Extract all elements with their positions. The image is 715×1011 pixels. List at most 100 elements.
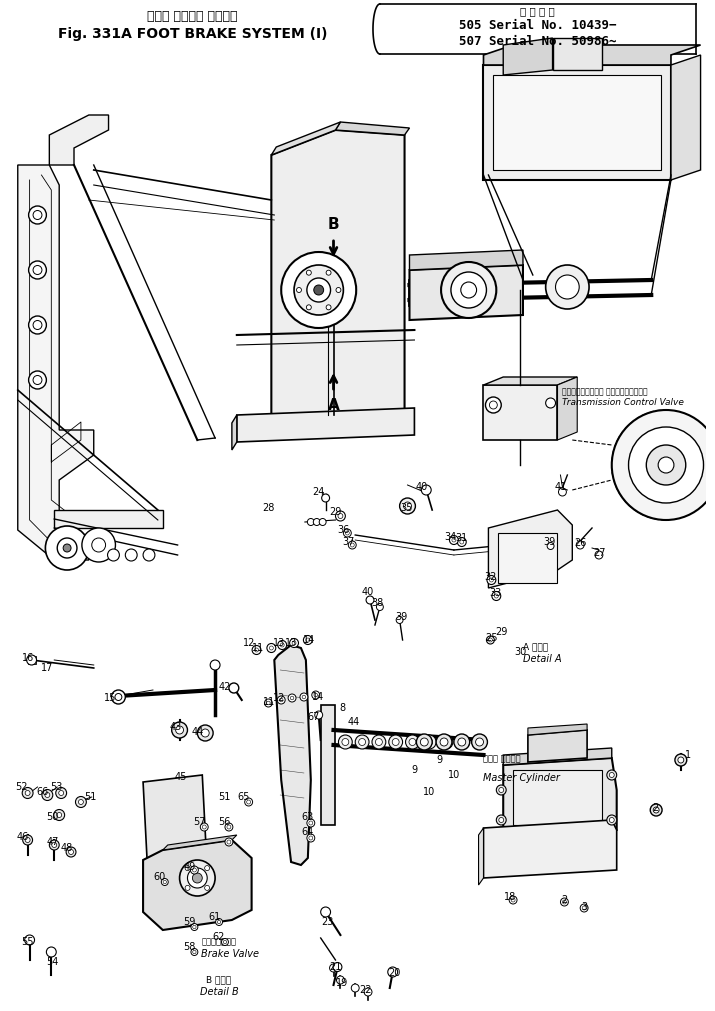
Circle shape: [302, 696, 306, 699]
Circle shape: [326, 305, 331, 309]
Text: 9: 9: [411, 765, 418, 775]
Circle shape: [185, 865, 190, 870]
Circle shape: [345, 531, 350, 535]
Circle shape: [561, 898, 568, 906]
Text: 48: 48: [61, 843, 73, 853]
Text: Detail B: Detail B: [199, 987, 238, 997]
Circle shape: [51, 842, 56, 847]
Text: A: A: [327, 398, 340, 413]
Circle shape: [191, 923, 198, 930]
Circle shape: [359, 738, 365, 745]
Circle shape: [49, 840, 59, 850]
Circle shape: [277, 696, 285, 704]
Circle shape: [210, 660, 220, 670]
Text: 53: 53: [50, 782, 62, 792]
Text: 57: 57: [193, 817, 206, 827]
Text: 14: 14: [302, 635, 315, 645]
Circle shape: [416, 734, 432, 750]
Circle shape: [486, 636, 494, 644]
Text: 56: 56: [218, 817, 230, 827]
Text: 42: 42: [219, 682, 231, 692]
Circle shape: [245, 798, 252, 806]
Text: 52: 52: [16, 782, 28, 792]
Text: マスタ シリンダ: マスタ シリンダ: [483, 754, 521, 763]
Circle shape: [336, 287, 341, 292]
Polygon shape: [410, 250, 523, 270]
Circle shape: [355, 735, 369, 749]
Polygon shape: [410, 265, 523, 320]
Circle shape: [63, 544, 71, 552]
Text: 11: 11: [252, 643, 265, 653]
Circle shape: [607, 815, 617, 825]
Circle shape: [563, 900, 566, 904]
Text: 40: 40: [362, 587, 374, 598]
Circle shape: [607, 770, 617, 780]
Circle shape: [179, 860, 215, 896]
Text: 44: 44: [347, 717, 360, 727]
Circle shape: [558, 488, 566, 496]
Circle shape: [57, 538, 77, 558]
Text: 重 用 号 機: 重 用 号 機: [521, 6, 555, 16]
Text: 35: 35: [400, 503, 413, 513]
Text: 36: 36: [337, 525, 350, 535]
Circle shape: [300, 693, 308, 701]
Text: 14: 14: [312, 692, 324, 702]
Circle shape: [425, 738, 433, 745]
Polygon shape: [483, 377, 577, 385]
Text: 22: 22: [359, 985, 371, 995]
Circle shape: [307, 278, 330, 302]
Circle shape: [225, 838, 233, 846]
Circle shape: [388, 967, 398, 977]
Circle shape: [439, 735, 453, 749]
Circle shape: [290, 639, 298, 647]
Circle shape: [487, 575, 495, 584]
Circle shape: [227, 825, 231, 829]
Circle shape: [452, 538, 456, 542]
Polygon shape: [553, 38, 602, 70]
Circle shape: [33, 210, 42, 219]
Circle shape: [25, 791, 30, 796]
Circle shape: [337, 976, 345, 984]
Polygon shape: [503, 38, 553, 75]
Circle shape: [200, 823, 208, 831]
Text: 66: 66: [36, 787, 49, 797]
Circle shape: [247, 800, 251, 804]
Text: 505 Serial No. 10439−: 505 Serial No. 10439−: [459, 19, 616, 32]
Text: 39: 39: [395, 612, 408, 622]
Circle shape: [176, 726, 184, 734]
Text: 46: 46: [16, 832, 29, 842]
Text: 1: 1: [685, 750, 691, 760]
Bar: [483, 385, 558, 440]
Polygon shape: [558, 377, 577, 440]
Circle shape: [405, 735, 420, 749]
Circle shape: [485, 397, 501, 413]
Circle shape: [192, 874, 202, 883]
Circle shape: [314, 285, 324, 295]
Circle shape: [366, 596, 374, 604]
Text: 24: 24: [312, 487, 325, 497]
Circle shape: [511, 898, 515, 902]
Circle shape: [56, 813, 61, 818]
Circle shape: [229, 683, 239, 693]
Circle shape: [312, 691, 320, 699]
Text: 32: 32: [484, 572, 497, 582]
Circle shape: [338, 514, 343, 519]
Circle shape: [440, 738, 448, 746]
Text: 67: 67: [307, 712, 320, 722]
Text: 60: 60: [154, 872, 166, 882]
Circle shape: [223, 940, 227, 943]
Polygon shape: [483, 45, 701, 65]
Circle shape: [441, 262, 496, 318]
Text: 10: 10: [448, 770, 460, 780]
Text: 27: 27: [593, 548, 606, 558]
Circle shape: [547, 543, 554, 550]
Polygon shape: [483, 820, 617, 878]
Circle shape: [307, 834, 315, 842]
Circle shape: [23, 835, 33, 845]
Text: 47: 47: [46, 837, 59, 847]
Circle shape: [202, 729, 209, 737]
Circle shape: [393, 738, 399, 745]
Polygon shape: [503, 758, 617, 838]
Circle shape: [309, 821, 312, 825]
Polygon shape: [275, 645, 311, 865]
